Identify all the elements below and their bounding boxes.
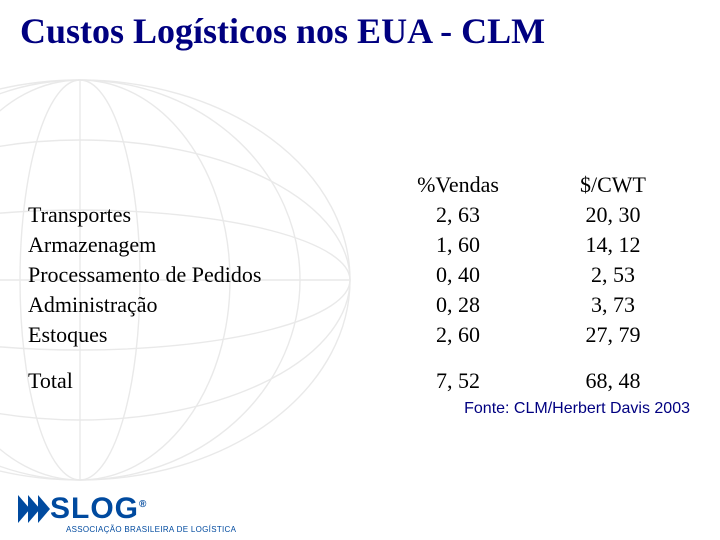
total-val2: 68, 48 [538,350,688,396]
table-row: Estoques 2, 60 27, 79 [28,320,688,350]
registered-icon: ® [139,499,147,510]
header-cwt: $/CWT [538,170,688,200]
page-title: Custos Logísticos nos EUA - CLM [20,10,545,52]
row-val1: 2, 63 [378,200,538,230]
aslog-logo: SLOG® [18,492,147,526]
row-label: Armazenagem [28,230,378,260]
table-row: Processamento de Pedidos 0, 40 2, 53 [28,260,688,290]
total-label: Total [28,350,378,396]
row-label: Transportes [28,200,378,230]
total-val1: 7, 52 [378,350,538,396]
logo-mark: SLOG® [18,492,147,526]
table-row: Armazenagem 1, 60 14, 12 [28,230,688,260]
cost-table: %Vendas $/CWT Transportes 2, 63 20, 30 A… [28,170,688,396]
row-label: Administração [28,290,378,320]
row-val1: 0, 28 [378,290,538,320]
header-blank [28,170,378,200]
table-header-row: %Vendas $/CWT [28,170,688,200]
logo-text: SLOG® [50,492,147,526]
row-val1: 2, 60 [378,320,538,350]
table-row: Transportes 2, 63 20, 30 [28,200,688,230]
row-val2: 20, 30 [538,200,688,230]
row-label: Estoques [28,320,378,350]
logo-subtitle: ASSOCIAÇÃO BRASILEIRA DE LOGÍSTICA [66,525,236,534]
row-val2: 27, 79 [538,320,688,350]
row-val1: 1, 60 [378,230,538,260]
logo-chevrons-icon [18,495,48,523]
row-label: Processamento de Pedidos [28,260,378,290]
row-val2: 3, 73 [538,290,688,320]
header-vendas: %Vendas [378,170,538,200]
row-val1: 0, 40 [378,260,538,290]
table-total-row: Total 7, 52 68, 48 [28,350,688,396]
source-citation: Fonte: CLM/Herbert Davis 2003 [464,400,690,418]
row-val2: 2, 53 [538,260,688,290]
row-val2: 14, 12 [538,230,688,260]
table-row: Administração 0, 28 3, 73 [28,290,688,320]
